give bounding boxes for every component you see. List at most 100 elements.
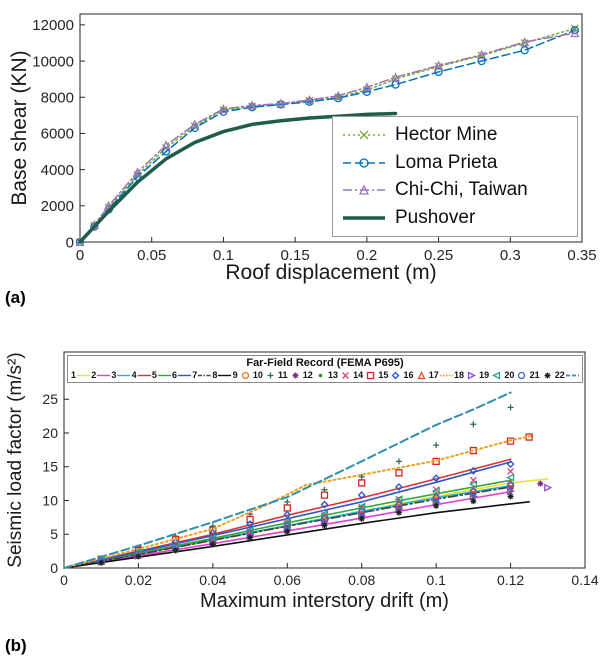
marker xyxy=(321,522,328,529)
chart-a: 0 0.05 0.1 0.15 0.2 0.25 0.3 0.35 0 2000 4000 6000 8… xyxy=(0,0,600,314)
legend-sample-20 xyxy=(518,371,526,379)
legend-entry-10: 10 xyxy=(253,370,277,380)
legend-sample-2 xyxy=(97,374,111,376)
legend-sample-14 xyxy=(367,371,375,379)
legend-entry-2: 2 xyxy=(91,370,111,380)
legend-entry-20: 20 xyxy=(504,370,528,380)
x-tick-label: 0.05 xyxy=(137,247,166,262)
chart-b-legend: Far-Field Record (FEMA P695) 1 2 3 4 5 6 7 8 9 10… xyxy=(67,355,583,383)
legend-label-2: 2 xyxy=(91,370,97,380)
x-tick-label: 0.02 xyxy=(125,572,152,588)
legend-sample-17 xyxy=(439,374,453,376)
x-tick-label: 0.1 xyxy=(213,247,234,262)
legend-entry-17: 17 xyxy=(429,370,453,380)
marker xyxy=(358,184,370,195)
marker xyxy=(98,559,105,566)
legend-sample-7 xyxy=(198,374,212,376)
legend-entry-3: 3 xyxy=(111,370,131,380)
marker xyxy=(506,460,515,468)
series-line-22 xyxy=(63,391,512,569)
marker xyxy=(320,500,329,509)
legend-label-12: 12 xyxy=(302,370,313,380)
legend-sample-18 xyxy=(467,370,476,380)
marker xyxy=(507,404,514,411)
marker xyxy=(433,442,440,449)
legend-label-hector-mine: Hector Mine xyxy=(395,124,498,146)
x-tick-label: 0.04 xyxy=(199,572,226,588)
chart-a-y-axis-label: Base shear (KN) xyxy=(8,50,31,206)
series-line-8 xyxy=(63,501,530,569)
y-tick-label: 6000 xyxy=(41,126,74,143)
marker xyxy=(492,370,501,380)
marker xyxy=(544,372,551,378)
y-tick-label: 15 xyxy=(42,459,58,475)
legend-entry-19: 19 xyxy=(479,370,503,380)
legend-entry-18: 18 xyxy=(454,370,478,380)
legend-label-15: 15 xyxy=(378,370,389,380)
legend-label-11: 11 xyxy=(278,370,288,380)
legend-label-8: 8 xyxy=(212,370,218,380)
chart-a-x-axis-label: Roof displacement (m) xyxy=(225,261,437,284)
marker xyxy=(333,90,343,100)
legend-entry-13: 13 xyxy=(328,370,352,380)
marker xyxy=(431,486,440,496)
legend-entry-6: 6 xyxy=(172,370,192,380)
legend-label-4: 4 xyxy=(131,370,137,380)
marker xyxy=(218,104,228,114)
legend-sample-4 xyxy=(137,374,151,376)
legend-entry-1: 1 xyxy=(71,370,91,380)
marker xyxy=(320,491,329,499)
legend-label-loma-prieta: Loma Prieta xyxy=(395,151,498,173)
legend-entry-5: 5 xyxy=(152,370,171,380)
legend-label-chi-chi-taiwan: Chi-Chi, Taiwan xyxy=(395,179,528,201)
marker xyxy=(320,515,329,523)
legend-label-13: 13 xyxy=(327,370,338,380)
legend-sample-11 xyxy=(292,372,299,378)
legend-sample-3 xyxy=(117,374,131,376)
legend-label-3: 3 xyxy=(111,370,117,380)
marker xyxy=(359,158,369,168)
y-tick-label: 10000 xyxy=(32,53,74,70)
x-tick-label: 0.06 xyxy=(274,572,301,588)
marker xyxy=(209,541,216,548)
marker xyxy=(395,458,402,465)
legend-sample-chi-chi-taiwan xyxy=(343,184,385,195)
legend-entry-22: 22 xyxy=(555,370,579,380)
chart-b-legend-entries: 1 2 3 4 5 6 7 8 9 10 11 12 13 14 15 16 17 18 19 20 21 22 xyxy=(71,370,579,380)
legend-entry-hector-mine: Hector Mine xyxy=(341,124,569,146)
x-tick-label: 0.1 xyxy=(426,572,446,588)
legend-entry-8: 8 xyxy=(212,370,232,380)
marker xyxy=(469,488,478,496)
marker xyxy=(544,483,553,492)
marker xyxy=(246,515,254,524)
y-tick-label: 2000 xyxy=(41,198,74,215)
legend-label-5: 5 xyxy=(151,370,157,380)
y-tick-label: 20 xyxy=(42,425,58,441)
legend-label-21: 21 xyxy=(529,370,540,380)
marker xyxy=(247,534,254,541)
marker xyxy=(506,481,515,489)
legend-entry-12: 12 xyxy=(303,370,327,380)
marker xyxy=(507,493,514,500)
marker xyxy=(247,103,257,112)
series-line-4 xyxy=(63,458,512,569)
legend-label-pushover: Pushover xyxy=(395,206,476,228)
chart-a-plot-area: 0 0.05 0.1 0.15 0.2 0.25 0.3 0.35 0 2000 4000 6000 8… xyxy=(32,13,597,262)
legend-sample-16 xyxy=(417,370,426,379)
marker xyxy=(470,498,477,505)
y-tick-label: 10 xyxy=(42,492,58,508)
chart-b-x-axis-label: Maximum interstory drift (m) xyxy=(200,590,449,612)
x-tick-label: 0.25 xyxy=(424,247,453,262)
marker xyxy=(395,483,403,491)
x-tick-label: 0.15 xyxy=(281,247,310,262)
legend-label-17: 17 xyxy=(428,370,439,380)
marker xyxy=(390,72,401,82)
chart-a-legend: Hector Mine Loma Prieta Chi-Chi, Taiwan Pus… xyxy=(332,116,578,237)
marker xyxy=(241,371,249,379)
marker xyxy=(432,457,440,465)
chart-b: 0 0.02 0.04 0.06 0.08 0.1 0.12 0.14 0 5 10 15 20 25 S… xyxy=(0,318,600,662)
marker xyxy=(247,100,257,110)
marker xyxy=(570,28,580,38)
marker xyxy=(570,26,579,35)
